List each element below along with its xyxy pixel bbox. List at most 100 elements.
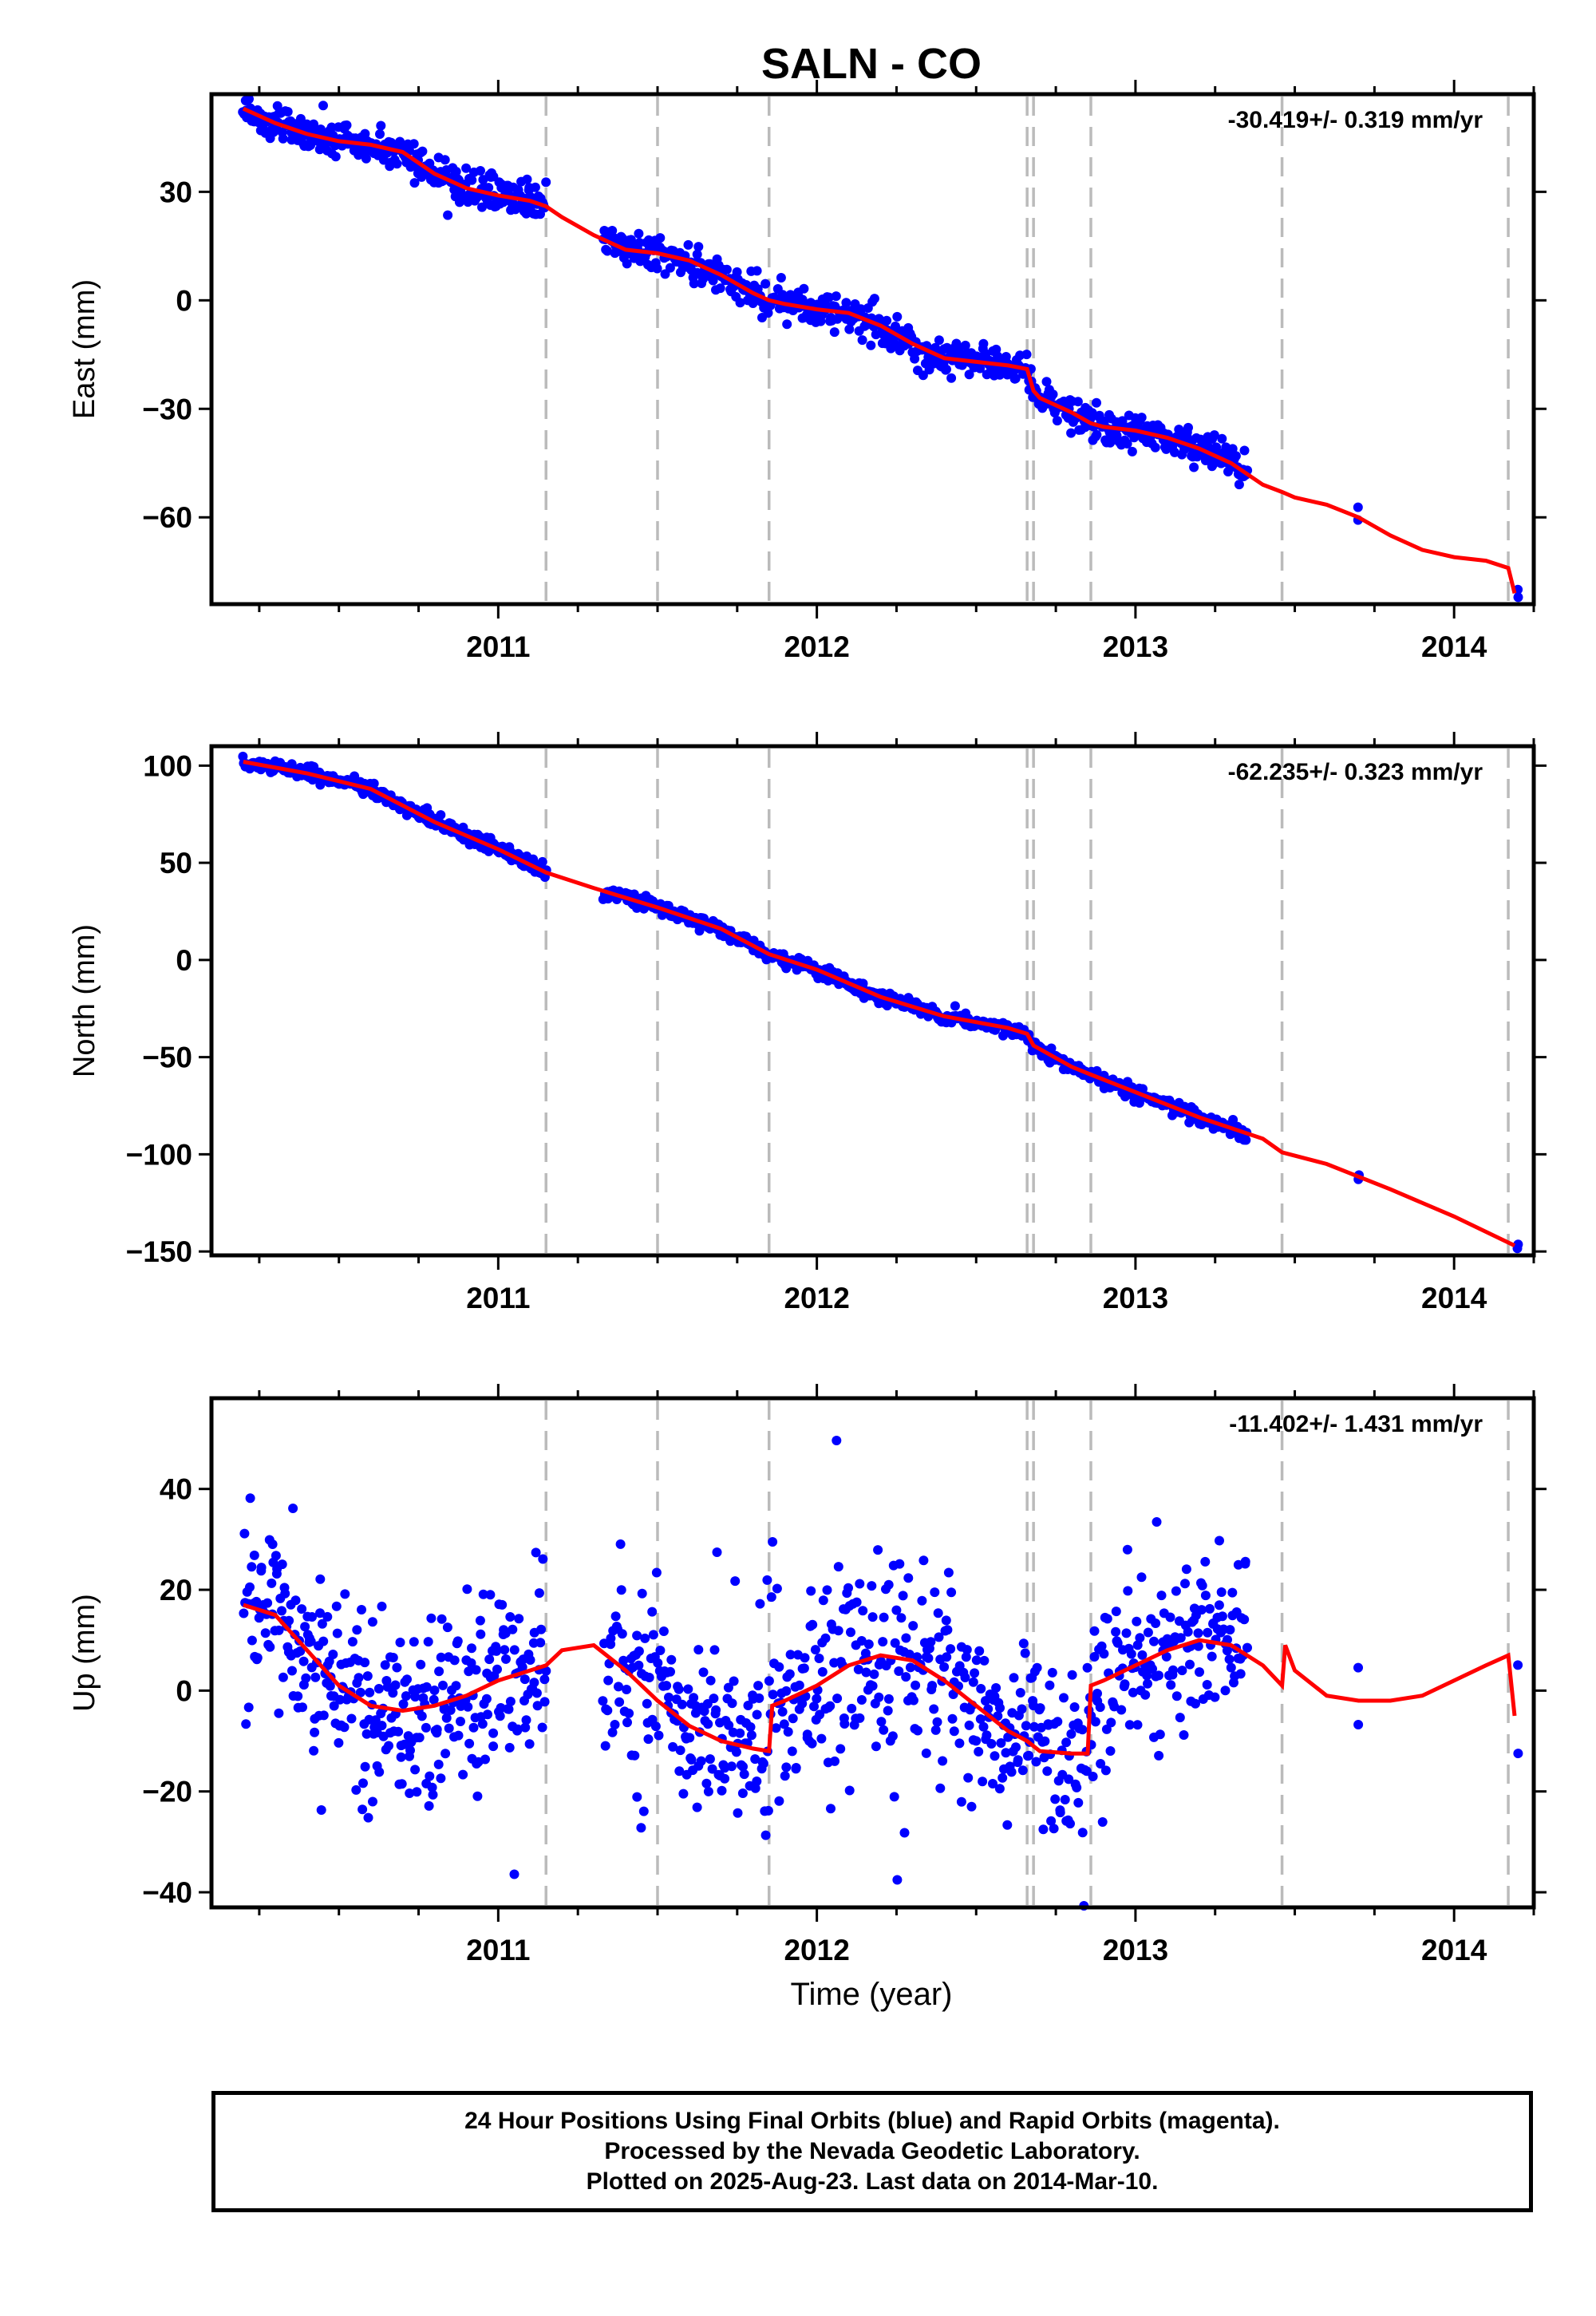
data-point xyxy=(720,1773,730,1784)
data-point xyxy=(488,1728,499,1738)
data-point xyxy=(964,1720,974,1730)
data-point xyxy=(1128,1687,1138,1697)
data-point xyxy=(462,1584,472,1595)
data-point xyxy=(392,1662,402,1673)
data-point xyxy=(288,1504,298,1513)
data-point xyxy=(707,1764,717,1774)
data-point xyxy=(810,1645,820,1655)
data-point xyxy=(374,1767,385,1777)
data-point xyxy=(971,1655,982,1666)
x-tick-label: 2012 xyxy=(784,1934,849,1966)
data-point xyxy=(428,1789,438,1800)
data-point xyxy=(899,1828,910,1838)
data-point xyxy=(867,1581,877,1591)
data-point xyxy=(405,1788,415,1798)
data-point xyxy=(513,1724,523,1734)
data-point xyxy=(243,1702,254,1713)
data-point xyxy=(1132,1616,1142,1626)
data-point xyxy=(329,1701,339,1711)
data-point xyxy=(1105,1746,1116,1756)
data-point xyxy=(360,1658,370,1668)
data-point xyxy=(536,1624,547,1634)
data-point xyxy=(284,1615,294,1626)
data-point xyxy=(693,242,704,252)
data-point xyxy=(1171,1586,1181,1596)
data-point xyxy=(709,1645,720,1655)
data-point xyxy=(440,155,450,165)
data-point xyxy=(468,1722,479,1733)
data-point xyxy=(887,1731,898,1741)
data-point xyxy=(295,1646,306,1656)
data-point xyxy=(637,1588,647,1599)
data-point xyxy=(315,1608,325,1618)
data-point xyxy=(315,1574,326,1584)
data-point xyxy=(817,1666,828,1677)
data-point xyxy=(402,1674,412,1685)
data-point xyxy=(962,1645,972,1655)
x-tick-label: 2012 xyxy=(784,1282,849,1314)
data-point xyxy=(866,340,876,350)
data-point xyxy=(978,1721,989,1732)
data-point xyxy=(930,1725,941,1735)
data-point xyxy=(616,1585,626,1595)
data-point xyxy=(436,1652,446,1662)
data-point xyxy=(239,1528,250,1539)
data-point xyxy=(1121,1628,1132,1638)
data-point xyxy=(607,1727,618,1737)
data-point xyxy=(298,1702,307,1713)
data-point xyxy=(271,1551,281,1561)
data-point xyxy=(1200,1591,1211,1601)
data-point xyxy=(1171,1691,1182,1701)
data-point xyxy=(1195,1667,1204,1678)
data-point xyxy=(1052,416,1062,426)
y-tick-label: 30 xyxy=(160,176,192,208)
data-point xyxy=(324,1656,334,1666)
data-point xyxy=(377,1601,387,1611)
data-point xyxy=(968,1677,978,1687)
data-point xyxy=(1031,1757,1041,1767)
data-point xyxy=(509,1869,519,1879)
data-point xyxy=(797,1698,808,1709)
data-point xyxy=(896,1613,907,1623)
data-point xyxy=(607,226,618,235)
data-point xyxy=(878,1637,888,1647)
data-point xyxy=(634,1660,644,1670)
data-point xyxy=(1239,1614,1250,1625)
data-point xyxy=(318,1710,329,1721)
data-point xyxy=(352,1625,362,1635)
caption-box: 24 Hour Positions Using Final Orbits (bl… xyxy=(211,2091,1533,2212)
data-point xyxy=(785,1650,796,1660)
data-point xyxy=(758,1758,768,1769)
data-point xyxy=(519,1674,530,1685)
data-point xyxy=(638,1806,649,1816)
data-point xyxy=(467,175,477,185)
data-point xyxy=(1097,1817,1108,1827)
data-point xyxy=(524,1739,535,1749)
data-point xyxy=(1180,1579,1190,1589)
data-point xyxy=(602,1705,613,1716)
data-point xyxy=(723,1682,733,1693)
data-point xyxy=(441,1713,452,1723)
data-point xyxy=(247,1635,257,1646)
data-point xyxy=(318,101,328,111)
data-point xyxy=(766,1592,776,1603)
data-point xyxy=(504,1704,514,1714)
data-point xyxy=(873,1545,883,1555)
data-point xyxy=(245,1493,255,1504)
x-tick-label: 2011 xyxy=(466,630,530,663)
data-point xyxy=(624,1708,634,1718)
data-point xyxy=(492,1646,502,1656)
up-model-line xyxy=(243,1603,1517,1756)
data-point xyxy=(367,1617,377,1627)
data-point xyxy=(964,370,974,380)
data-point xyxy=(708,275,718,286)
data-point xyxy=(481,1694,492,1704)
data-point xyxy=(678,1788,689,1799)
data-point xyxy=(724,1720,734,1730)
data-point xyxy=(436,1773,446,1784)
data-point xyxy=(1196,1605,1207,1615)
data-point xyxy=(508,1624,518,1634)
north-rate-label: -62.235+/- 0.323 mm/yr xyxy=(1228,759,1483,785)
data-point xyxy=(1179,1730,1189,1740)
